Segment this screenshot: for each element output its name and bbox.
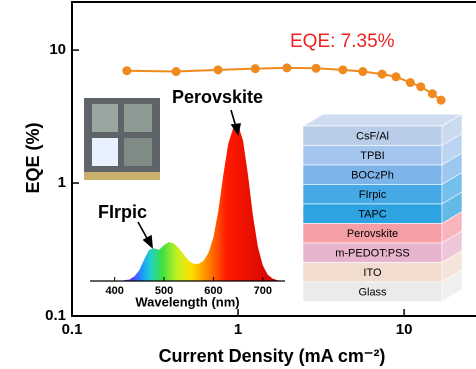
eqe-point	[251, 64, 260, 73]
y-axis-label: EQE (%)	[23, 122, 43, 193]
eqe-point	[312, 64, 321, 73]
eqe-point	[428, 89, 437, 98]
eqe-point	[122, 66, 131, 75]
firpic-label: FIrpic	[98, 202, 147, 222]
eqe-point	[437, 96, 446, 105]
stack-layer-label: CsF/Al	[356, 131, 389, 143]
stack-layer-label: FIrpic	[359, 189, 387, 201]
stack-layer-label: ITO	[363, 267, 382, 279]
stack-layer-label: m-PEDOT:PSS	[335, 248, 410, 260]
eqe-point	[378, 70, 387, 79]
eqe-point	[282, 63, 291, 72]
x-tick-label: 10	[396, 321, 413, 338]
page: 0.11100.1110400500600700Wavelength (nm) …	[0, 0, 476, 369]
y-tick-label: 1	[58, 174, 66, 191]
stack-layer-label: Glass	[358, 287, 387, 299]
eqe-point	[416, 82, 425, 91]
stack-layer-label: Perovskite	[347, 228, 398, 240]
inset-x-label: Wavelength (nm)	[135, 294, 239, 309]
eqe-point	[358, 67, 367, 76]
inset-x-tick-label: 400	[106, 285, 124, 297]
perovskite-label: Perovskite	[172, 87, 263, 107]
x-axis-label: Current Density (mA cm⁻²)	[159, 346, 386, 366]
eqe-point	[392, 72, 401, 81]
stack-top	[303, 114, 462, 126]
eqe-point	[172, 67, 181, 76]
eqe-annotation: EQE: 7.35%	[290, 31, 395, 52]
eqe-point	[338, 65, 347, 74]
eqe-point	[406, 78, 415, 87]
eqe-point	[214, 65, 223, 74]
inset-x-tick-label: 700	[254, 285, 272, 297]
device-photo	[84, 98, 160, 180]
y-tick-label: 0.1	[45, 307, 66, 324]
chart: 0.11100.1110400500600700Wavelength (nm) …	[0, 0, 476, 369]
stack-layer-label: BOCzPh	[351, 170, 394, 182]
device-stack: CsF/Al TPBI BOCzPh FIrpic TAPC Perovskite m-PE…	[303, 114, 462, 302]
stack-layer-label: TPBI	[360, 150, 384, 162]
stack-layer-label: TAPC	[358, 209, 387, 221]
x-tick-label: 1	[234, 321, 242, 338]
y-tick-label: 10	[49, 41, 66, 58]
